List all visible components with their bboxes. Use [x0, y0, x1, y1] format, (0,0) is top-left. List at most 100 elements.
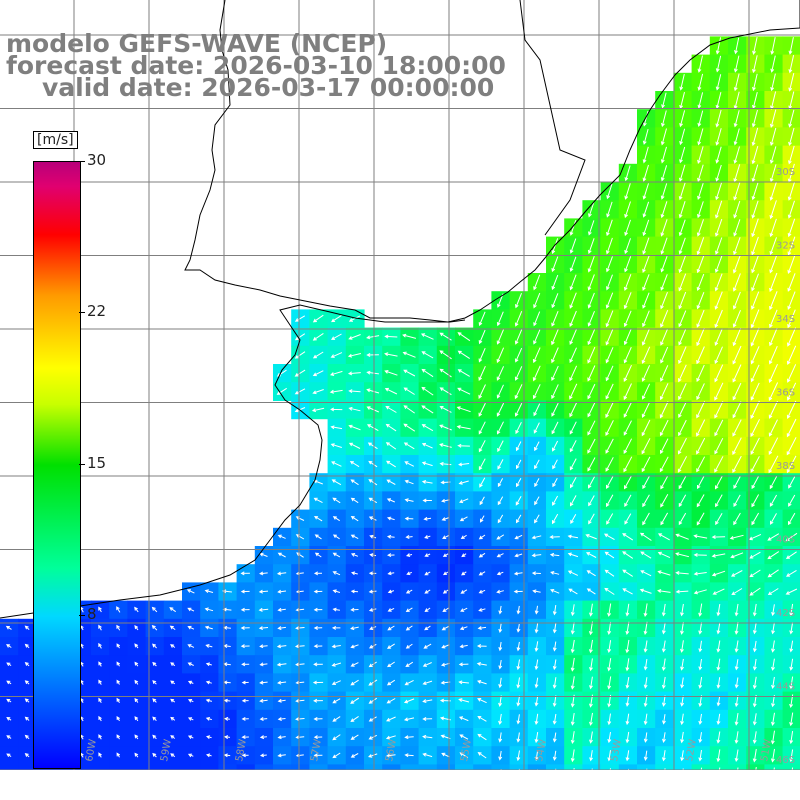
- wind-arrow: [516, 732, 521, 743]
- wind-arrow: [331, 662, 342, 667]
- wind-arrow: [258, 589, 269, 594]
- wind-arrow: [516, 677, 521, 689]
- wind-arrow: [295, 680, 305, 685]
- wind-arrow: [788, 512, 796, 526]
- wind-arrow: [516, 605, 521, 615]
- wind-arrow: [552, 750, 557, 761]
- wind-arrow: [642, 292, 650, 309]
- wind-arrow: [785, 588, 798, 595]
- wind-arrow: [678, 364, 687, 383]
- wind-arrow: [697, 164, 704, 183]
- wind-arrow: [424, 589, 431, 594]
- wind-arrow: [604, 587, 615, 595]
- lat-label: 34S: [776, 314, 795, 325]
- wind-arrow: [625, 621, 630, 636]
- wind-arrow: [116, 643, 121, 649]
- wind-arrow: [589, 603, 593, 617]
- wind-arrow: [534, 659, 539, 671]
- wind-arrow: [660, 512, 669, 526]
- wind-arrow: [404, 498, 414, 503]
- wind-arrow: [313, 589, 323, 594]
- wind-arrow: [789, 749, 794, 763]
- wind-arrow: [331, 479, 342, 486]
- wind-arrow: [496, 347, 505, 364]
- wind-arrow: [640, 551, 652, 559]
- wind-arrow: [459, 516, 468, 522]
- wind-arrow: [294, 333, 306, 341]
- wind-arrow: [750, 382, 760, 401]
- wind-arrow: [734, 731, 739, 744]
- wind-arrow: [533, 422, 540, 434]
- wind-arrow: [406, 571, 412, 576]
- wind-arrow: [680, 640, 684, 653]
- wind-arrow: [752, 658, 757, 671]
- wind-arrow: [513, 571, 523, 576]
- wind-arrow: [403, 698, 415, 704]
- wind-arrow: [697, 183, 704, 200]
- wind-arrow: [675, 533, 689, 540]
- wind-arrow: [368, 497, 378, 504]
- wind-arrow: [366, 406, 380, 413]
- wind-arrow: [769, 272, 778, 293]
- wind-arrow: [496, 553, 504, 558]
- wind-arrow: [570, 731, 575, 745]
- colorbar-tick: [79, 615, 85, 616]
- wind-arrow: [623, 328, 632, 346]
- valid-date: valid date: 2026-03-17 00:00:00: [42, 73, 495, 102]
- wind-arrow: [496, 402, 505, 417]
- wind-arrow: [751, 145, 759, 165]
- wind-arrow: [516, 695, 521, 707]
- wind-arrow: [368, 643, 377, 649]
- wind-arrow: [476, 662, 487, 666]
- wind-arrow: [532, 384, 541, 400]
- wind-arrow: [366, 370, 379, 375]
- wind-arrow: [625, 658, 630, 672]
- wind-arrow: [134, 734, 139, 740]
- wind-arrow: [698, 750, 703, 762]
- wind-arrow: [386, 479, 396, 485]
- wind-arrow: [771, 676, 775, 690]
- wind-arrow: [587, 274, 595, 291]
- wind-arrow: [659, 456, 669, 473]
- wind-arrow: [712, 588, 725, 595]
- wind-arrow: [752, 640, 757, 653]
- wind-arrow: [696, 437, 706, 455]
- wind-arrow: [459, 498, 469, 504]
- wind-arrow: [295, 717, 305, 722]
- wind-arrow: [623, 292, 632, 310]
- wind-arrow: [624, 165, 631, 182]
- wind-arrow: [421, 480, 433, 484]
- wind-arrow: [514, 311, 523, 327]
- wind-arrow: [733, 146, 740, 164]
- wind-arrow: [570, 476, 577, 489]
- wind-arrow: [350, 571, 358, 576]
- wind-arrow: [642, 274, 650, 291]
- wind-arrow: [751, 273, 759, 292]
- wind-arrow: [348, 334, 361, 340]
- wind-arrow: [312, 680, 324, 685]
- wind-arrow: [439, 443, 452, 448]
- wind-arrow: [387, 607, 395, 612]
- wind-arrow: [643, 713, 648, 726]
- wind-arrow: [497, 478, 504, 488]
- wind-arrow: [424, 625, 431, 631]
- lon-label: 52W: [684, 738, 699, 762]
- wind-arrow: [769, 309, 778, 329]
- wind-arrow: [531, 535, 542, 540]
- wind-arrow: [769, 146, 777, 164]
- wind-arrow: [733, 476, 741, 490]
- wind-arrow: [441, 752, 450, 758]
- wind-arrow: [589, 676, 593, 690]
- wind-arrow: [534, 605, 539, 615]
- wind-arrow: [515, 421, 522, 435]
- wind-arrow: [170, 680, 176, 685]
- wind-arrow: [479, 477, 486, 488]
- wind-arrow: [534, 514, 540, 524]
- wind-arrow: [534, 496, 540, 506]
- wind-arrow: [241, 680, 249, 685]
- wind-arrow: [386, 534, 395, 539]
- wind-arrow: [657, 570, 671, 576]
- wind-arrow: [441, 644, 450, 649]
- wind-arrow: [604, 551, 615, 559]
- wind-arrow: [789, 658, 794, 671]
